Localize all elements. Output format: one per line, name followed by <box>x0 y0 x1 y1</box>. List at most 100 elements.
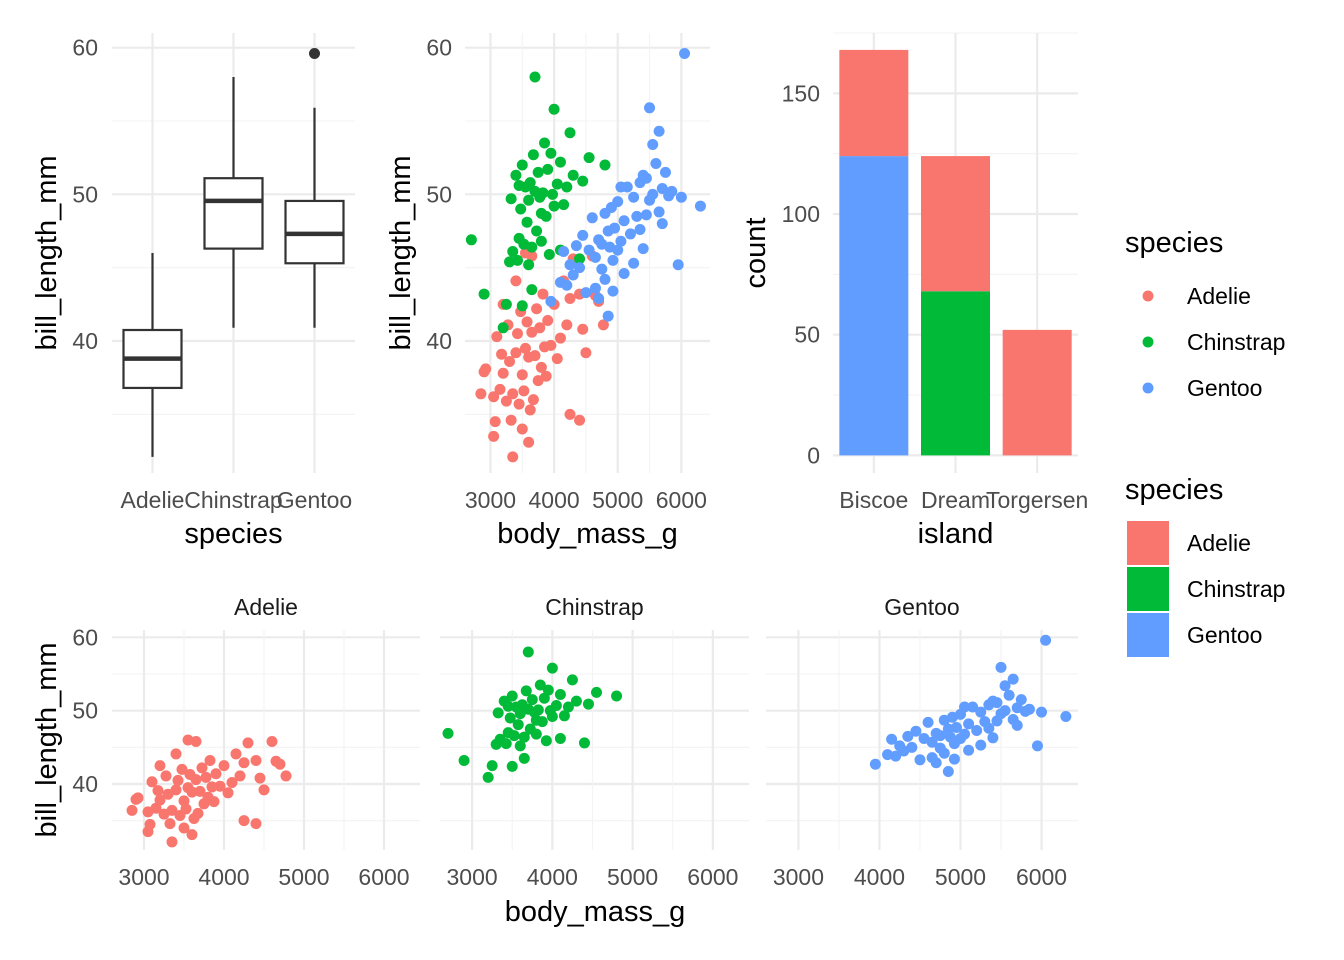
point-chinstrap <box>539 137 551 149</box>
point-adelie <box>527 394 539 406</box>
point-gentoo <box>628 191 640 203</box>
point-chinstrap <box>497 322 509 334</box>
x-tick-label: Torgersen <box>986 487 1088 513</box>
x-tick-label: 3000 <box>447 864 498 890</box>
point-gentoo <box>618 215 630 227</box>
legend-key-point-adelie <box>1142 290 1154 302</box>
point-adelie <box>523 436 535 448</box>
point-chinstrap <box>548 200 560 212</box>
point-gentoo <box>1003 689 1015 701</box>
y-tick-label: 40 <box>72 328 98 354</box>
point-gentoo <box>666 185 678 197</box>
x-tick-label: Chinstrap <box>184 487 282 513</box>
point-adelie <box>534 322 546 334</box>
point-chinstrap <box>540 735 552 747</box>
x-axis-title: body_mass_g <box>505 896 686 928</box>
point-chinstrap <box>507 246 519 258</box>
legend-key-fill-chinstrap <box>1127 567 1169 611</box>
x-tick-label: 6000 <box>656 487 707 513</box>
legend-key-point-chinstrap <box>1142 336 1154 348</box>
point-adelie <box>196 762 208 774</box>
point-gentoo <box>999 680 1011 692</box>
point-chinstrap <box>478 288 490 300</box>
point-chinstrap <box>465 234 477 246</box>
point-chinstrap <box>512 719 524 731</box>
bar-dream-chinstrap <box>921 291 990 456</box>
point-gentoo <box>545 295 557 307</box>
x-tick-label: Adelie <box>121 487 185 513</box>
point-gentoo <box>954 733 966 745</box>
point-chinstrap <box>551 178 563 190</box>
point-adelie <box>551 353 563 365</box>
y-axis-title: bill_length_mm <box>385 155 417 350</box>
facet-strip-label: Chinstrap <box>545 594 643 620</box>
point-adelie <box>180 803 192 815</box>
x-tick-label: 3000 <box>118 864 169 890</box>
x-tick-label: 4000 <box>854 864 905 890</box>
point-gentoo <box>659 166 671 178</box>
point-gentoo <box>589 251 601 263</box>
point-chinstrap <box>492 707 504 719</box>
point-chinstrap <box>505 193 517 205</box>
point-gentoo <box>589 282 601 294</box>
point-gentoo <box>647 138 659 150</box>
point-adelie <box>545 339 557 351</box>
point-chinstrap <box>561 181 573 193</box>
point-gentoo <box>926 752 938 764</box>
x-tick-label: Dream <box>921 487 990 513</box>
point-adelie <box>194 785 206 797</box>
point-chinstrap <box>516 300 528 312</box>
point-chinstrap <box>566 674 578 686</box>
point-chinstrap <box>518 752 530 764</box>
point-gentoo <box>631 210 643 222</box>
point-adelie <box>489 416 501 428</box>
point-adelie <box>204 755 216 767</box>
point-chinstrap <box>530 714 542 726</box>
point-gentoo <box>637 243 649 255</box>
y-tick-label: 50 <box>794 322 820 348</box>
point-adelie <box>186 829 198 841</box>
facet-panels: Adelie 3000 4000 5000 6000 Chinstrap 3000 4000 5… <box>31 594 1078 928</box>
point-gentoo <box>948 753 960 765</box>
point-gentoo <box>650 158 662 170</box>
point-adelie <box>200 771 212 783</box>
point-adelie <box>170 784 182 796</box>
point-gentoo <box>910 725 922 737</box>
x-tick-label: Gentoo <box>277 487 352 513</box>
point-adelie <box>254 772 266 784</box>
bar-biscoe-adelie <box>839 49 909 157</box>
point-adelie <box>535 361 547 373</box>
point-gentoo <box>583 244 595 256</box>
x-tick-label: 5000 <box>278 864 329 890</box>
y-tick-label: 50 <box>72 181 98 207</box>
bar-torgersen-adelie <box>1002 329 1072 456</box>
point-adelie <box>250 818 262 830</box>
point-chinstrap <box>532 166 544 178</box>
point-chinstrap <box>534 679 546 691</box>
point-gentoo <box>596 263 608 275</box>
point-adelie <box>160 770 172 782</box>
x-tick-label: 6000 <box>1016 864 1067 890</box>
point-gentoo <box>967 701 979 713</box>
x-tick-label: 5000 <box>607 864 658 890</box>
point-gentoo <box>653 125 665 137</box>
point-gentoo <box>656 182 668 194</box>
point-gentoo <box>615 181 627 193</box>
point-chinstrap <box>535 207 547 219</box>
facet-panel-gentoo: Gentoo 3000 4000 5000 6000 <box>766 594 1078 890</box>
point-chinstrap <box>548 103 560 115</box>
facet-strip-label: Gentoo <box>884 594 959 620</box>
point-gentoo <box>950 722 962 734</box>
y-tick-label: 40 <box>426 328 452 354</box>
point-gentoo <box>1036 706 1048 718</box>
point-chinstrap <box>546 662 558 674</box>
point-chinstrap <box>506 760 518 772</box>
point-adelie <box>170 748 182 760</box>
point-adelie <box>577 323 589 335</box>
y-tick-label: 100 <box>782 201 820 227</box>
point-gentoo <box>1060 711 1072 723</box>
legend-title: species <box>1125 227 1223 259</box>
point-chinstrap <box>513 180 525 192</box>
point-adelie <box>524 404 536 416</box>
point-gentoo <box>570 240 582 252</box>
